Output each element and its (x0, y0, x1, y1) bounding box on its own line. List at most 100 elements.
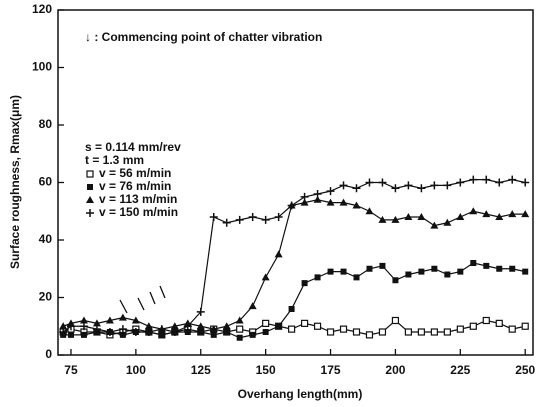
y-tick-label: 120 (32, 2, 52, 16)
data-point (495, 213, 504, 220)
data-point (352, 201, 361, 209)
data-point (417, 213, 426, 220)
data-point (508, 325, 516, 333)
data-point (456, 325, 464, 333)
legend-marker (87, 184, 93, 190)
x-tick-label: 225 (450, 363, 470, 377)
data-point (391, 184, 400, 193)
data-point (469, 207, 478, 215)
data-point (418, 268, 425, 275)
data-point (275, 323, 282, 330)
data-point (92, 319, 101, 327)
data-point (249, 331, 256, 338)
data-point (118, 325, 127, 334)
data-point (314, 274, 321, 281)
data-point (456, 178, 465, 187)
data-point (66, 322, 75, 331)
data-point (223, 329, 230, 335)
data-point (339, 181, 348, 190)
y-tick-label: 60 (39, 175, 53, 189)
x-tick-label: 175 (321, 363, 341, 377)
data-point (417, 184, 426, 193)
data-point (495, 178, 504, 187)
data-point (365, 178, 374, 187)
legend-label: v = 76 m/min (99, 179, 171, 193)
data-point (443, 328, 451, 336)
data-point (366, 265, 373, 272)
data-point (404, 213, 413, 220)
data-point (67, 331, 74, 338)
data-point (196, 322, 205, 330)
annotation: ↓ : Commencing point of chatter vibratio… (85, 30, 322, 44)
data-point (508, 175, 517, 184)
data-point (392, 277, 399, 284)
data-point (404, 181, 413, 190)
data-point (521, 178, 530, 187)
data-point (79, 322, 88, 331)
data-point (248, 302, 257, 310)
data-point (469, 175, 478, 184)
data-point (170, 322, 179, 330)
data-point (482, 175, 491, 184)
data-point (326, 328, 335, 336)
data-point (210, 331, 217, 338)
data-point (457, 268, 464, 275)
x-tick-label: 100 (126, 363, 146, 377)
arrow (149, 291, 156, 305)
y-tick-label: 0 (45, 347, 52, 361)
data-point (313, 322, 322, 330)
data-point (59, 328, 68, 336)
legend-marker (86, 209, 94, 217)
data-point (288, 325, 296, 333)
x-axis-label: Overhang length(mm) (238, 387, 363, 401)
legend-marker (86, 196, 94, 203)
data-point (235, 215, 244, 224)
data-point (157, 325, 166, 334)
x-tick-label: 125 (191, 363, 211, 377)
y-tick-label: 20 (39, 290, 53, 304)
legend-label: v = 113 m/min (99, 192, 177, 206)
data-point (92, 325, 101, 334)
data-point (313, 190, 322, 198)
data-point (59, 322, 68, 330)
data-point (236, 334, 243, 341)
annotation: s = 0.114 mm/rev (85, 140, 181, 154)
data-point (274, 250, 283, 258)
data-point (509, 265, 516, 272)
data-point (404, 328, 413, 336)
data-point (301, 280, 308, 287)
data-point (352, 328, 361, 336)
data-point (521, 322, 529, 330)
data-point (521, 210, 530, 218)
data-point (119, 331, 126, 338)
data-point (184, 329, 191, 335)
y-tick-label: 80 (39, 117, 53, 131)
data-point (365, 207, 374, 215)
data-point (430, 181, 439, 190)
data-point (378, 215, 387, 223)
x-tick-label: 250 (515, 363, 535, 377)
x-tick-label: 75 (64, 363, 78, 377)
arrow (159, 285, 166, 299)
legend-label: v = 150 m/min (99, 205, 178, 219)
data-point (105, 316, 114, 324)
data-point (483, 262, 490, 269)
data-point (183, 322, 192, 331)
legend-marker (86, 170, 94, 178)
data-point (352, 184, 361, 193)
data-point (262, 319, 270, 327)
data-point (417, 328, 425, 336)
data-point (327, 268, 334, 275)
data-point (365, 331, 374, 339)
data-point (522, 268, 529, 275)
data-point (326, 198, 335, 206)
data-point (496, 265, 503, 272)
data-point (287, 201, 296, 210)
data-point (300, 192, 309, 201)
y-axis-label: Surface roughness, Rmax(μm) (8, 95, 22, 269)
data-point (508, 210, 517, 218)
data-point (482, 316, 490, 325)
data-point (158, 331, 165, 338)
data-point (430, 328, 438, 336)
data-point (431, 265, 438, 272)
